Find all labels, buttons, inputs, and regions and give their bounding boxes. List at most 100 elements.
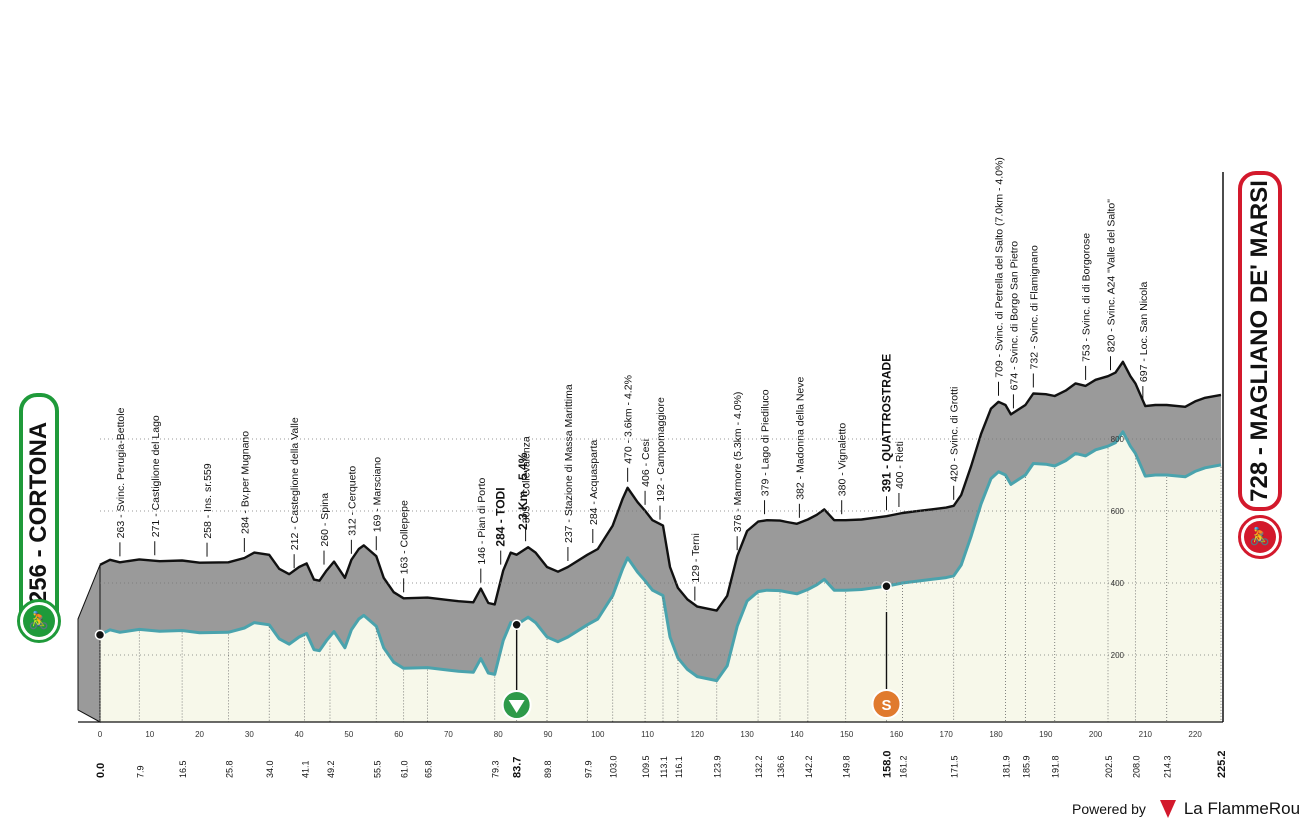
x-tick-label: 70 bbox=[444, 730, 453, 739]
place-label: 263 - Svinc. Perugia-Bettole bbox=[115, 407, 127, 538]
km-marker-label: 214.3 bbox=[1163, 755, 1173, 778]
place-label: 674 - Svinc. di Borgo San Pietro bbox=[1008, 241, 1020, 391]
place-label: 709 - Svinc. di Petrella del Salto (7.0k… bbox=[993, 157, 1005, 378]
place-label: 163 - Collepepe bbox=[399, 500, 411, 574]
position-marker bbox=[94, 629, 106, 641]
place-label: 284 - Acquasparta bbox=[588, 440, 600, 525]
km-marker-label: 41.1 bbox=[301, 760, 311, 778]
x-tick-label: 210 bbox=[1139, 730, 1153, 739]
x-tick-label: 10 bbox=[145, 730, 154, 739]
km-marker-label: 109.5 bbox=[641, 755, 651, 778]
x-tick-label: 170 bbox=[940, 730, 954, 739]
place-label: 258 - Ins. sr.559 bbox=[202, 463, 214, 538]
km-marker-label: 142.2 bbox=[804, 755, 814, 778]
place-label: 192 - Campomaggiore bbox=[655, 397, 667, 502]
km-marker-label: 123.9 bbox=[713, 755, 723, 778]
km-marker-label: 61.0 bbox=[400, 760, 410, 778]
x-tick-label: 150 bbox=[840, 730, 854, 739]
place-label: 146 - Pian di Porto bbox=[476, 477, 488, 564]
place-label: 732 - Svinc. di Flamignano bbox=[1028, 245, 1040, 369]
place-label: 379 - Lago di Piediluco bbox=[760, 389, 772, 496]
position-marker bbox=[881, 580, 892, 592]
x-tick-label: 80 bbox=[494, 730, 503, 739]
place-label: 260 - Spina bbox=[319, 493, 331, 547]
km-marker-label: 113.1 bbox=[659, 756, 669, 778]
road-line bbox=[99, 430, 1222, 683]
powered-by-footer: Powered by La FlammeRouge bbox=[1072, 799, 1300, 819]
km-marker-label: 191.8 bbox=[1051, 755, 1061, 778]
km-marker-label: 185.9 bbox=[1021, 755, 1031, 778]
km-marker-label: 136.6 bbox=[776, 755, 786, 778]
place-label: 284 - TODI bbox=[494, 487, 508, 546]
place-label: 212 - Casteglione della Valle bbox=[289, 417, 301, 550]
cyclist-icon: 🚴 bbox=[1249, 527, 1271, 546]
place-label: 382 - Madonna della Neve bbox=[794, 376, 806, 499]
profile-base-area bbox=[100, 431, 1221, 722]
place-label: 420 - Svinc. di Grotti bbox=[949, 387, 961, 482]
x-tick-label: 140 bbox=[790, 730, 804, 739]
place-label: 284 - Bv.per Mugnano bbox=[239, 431, 251, 534]
km-marker-label: 103.0 bbox=[609, 755, 619, 778]
cyclist-icon: 🚴 bbox=[28, 611, 50, 630]
km-marker-label: 65.8 bbox=[424, 760, 434, 778]
powered-label: Powered by bbox=[1072, 801, 1146, 817]
place-label: 380 - Vignaletto bbox=[837, 423, 849, 497]
place-label: 312 - Cerqueto bbox=[346, 466, 358, 536]
km-marker-label: 208.0 bbox=[1131, 755, 1141, 778]
km-marker-label: 0.0 bbox=[95, 763, 107, 778]
km-marker-label: 7.9 bbox=[135, 765, 145, 778]
x-tick-label: 90 bbox=[544, 730, 553, 739]
place-label: 820 - Svinc. A24 "Valle del Salto" bbox=[1105, 199, 1117, 352]
place-label: 406 - Cesi bbox=[640, 439, 652, 487]
x-tick-label: 50 bbox=[344, 730, 353, 739]
y-tick-label: 800 bbox=[1111, 435, 1125, 444]
km-marker-label: 202.5 bbox=[1104, 755, 1114, 778]
finish-label-box: 728 - MAGLIANO DE' MARSI bbox=[1238, 171, 1282, 511]
km-marker-label: 25.8 bbox=[224, 760, 234, 778]
profile-start-wall bbox=[77, 564, 101, 723]
place-label: 400 - Rieti bbox=[894, 441, 906, 489]
km-marker-label: 34.0 bbox=[265, 760, 275, 778]
place-label: 391 - QUATTROSTRADE bbox=[879, 354, 893, 492]
flame-logo-icon bbox=[1159, 800, 1176, 818]
x-tick-label: 190 bbox=[1039, 730, 1053, 739]
x-tick-label: 120 bbox=[691, 730, 705, 739]
place-label: 697 - Loc. San Nicola bbox=[1138, 282, 1150, 383]
x-tick-label: 40 bbox=[295, 730, 304, 739]
climb-label: 2.3 Km - 5.4% bbox=[516, 452, 530, 530]
km-marker-label: 116.1 bbox=[674, 756, 684, 778]
km-marker-label: 79.3 bbox=[491, 760, 501, 778]
km-marker-label: 16.5 bbox=[178, 760, 188, 778]
place-label: 271 - Castiglione del Lago bbox=[150, 415, 162, 537]
km-marker-label: 158.0 bbox=[881, 750, 893, 778]
x-tick-label: 200 bbox=[1089, 730, 1103, 739]
km-marker-label: 132.2 bbox=[754, 755, 764, 778]
km-marker-label: 83.7 bbox=[512, 757, 524, 778]
place-label: 129 - Terni bbox=[690, 533, 702, 582]
x-tick-label: 160 bbox=[890, 730, 904, 739]
start-cyclist-badge: 🚴 bbox=[17, 599, 61, 643]
x-tick-label: 220 bbox=[1188, 730, 1202, 739]
y-tick-label: 600 bbox=[1111, 507, 1125, 516]
sprint-label: S bbox=[881, 697, 891, 714]
km-marker-label: 161.2 bbox=[898, 755, 908, 778]
x-tick-label: 0 bbox=[98, 730, 103, 739]
x-tick-label: 100 bbox=[591, 730, 605, 739]
finish-cyclist-badge: 🚴 bbox=[1238, 515, 1282, 559]
y-tick-label: 200 bbox=[1111, 651, 1125, 660]
start-label-box: 256 - CORTONA bbox=[19, 393, 59, 633]
start-label: 256 - CORTONA bbox=[25, 421, 52, 605]
kom-triangle-glyph bbox=[508, 700, 525, 713]
sprint-icon bbox=[871, 689, 902, 719]
km-marker-label: 225.2 bbox=[1216, 750, 1228, 778]
km-marker-label: 49.2 bbox=[326, 760, 336, 778]
place-label: 376 - Marmore (5.3km - 4.0%) bbox=[732, 392, 744, 533]
brand-label: La FlammeRouge bbox=[1183, 799, 1300, 818]
km-marker-label: 89.8 bbox=[543, 760, 553, 778]
x-tick-label: 30 bbox=[245, 730, 254, 739]
profile-line bbox=[99, 360, 1222, 612]
x-tick-label: 20 bbox=[195, 730, 204, 739]
x-tick-label: 60 bbox=[394, 730, 403, 739]
